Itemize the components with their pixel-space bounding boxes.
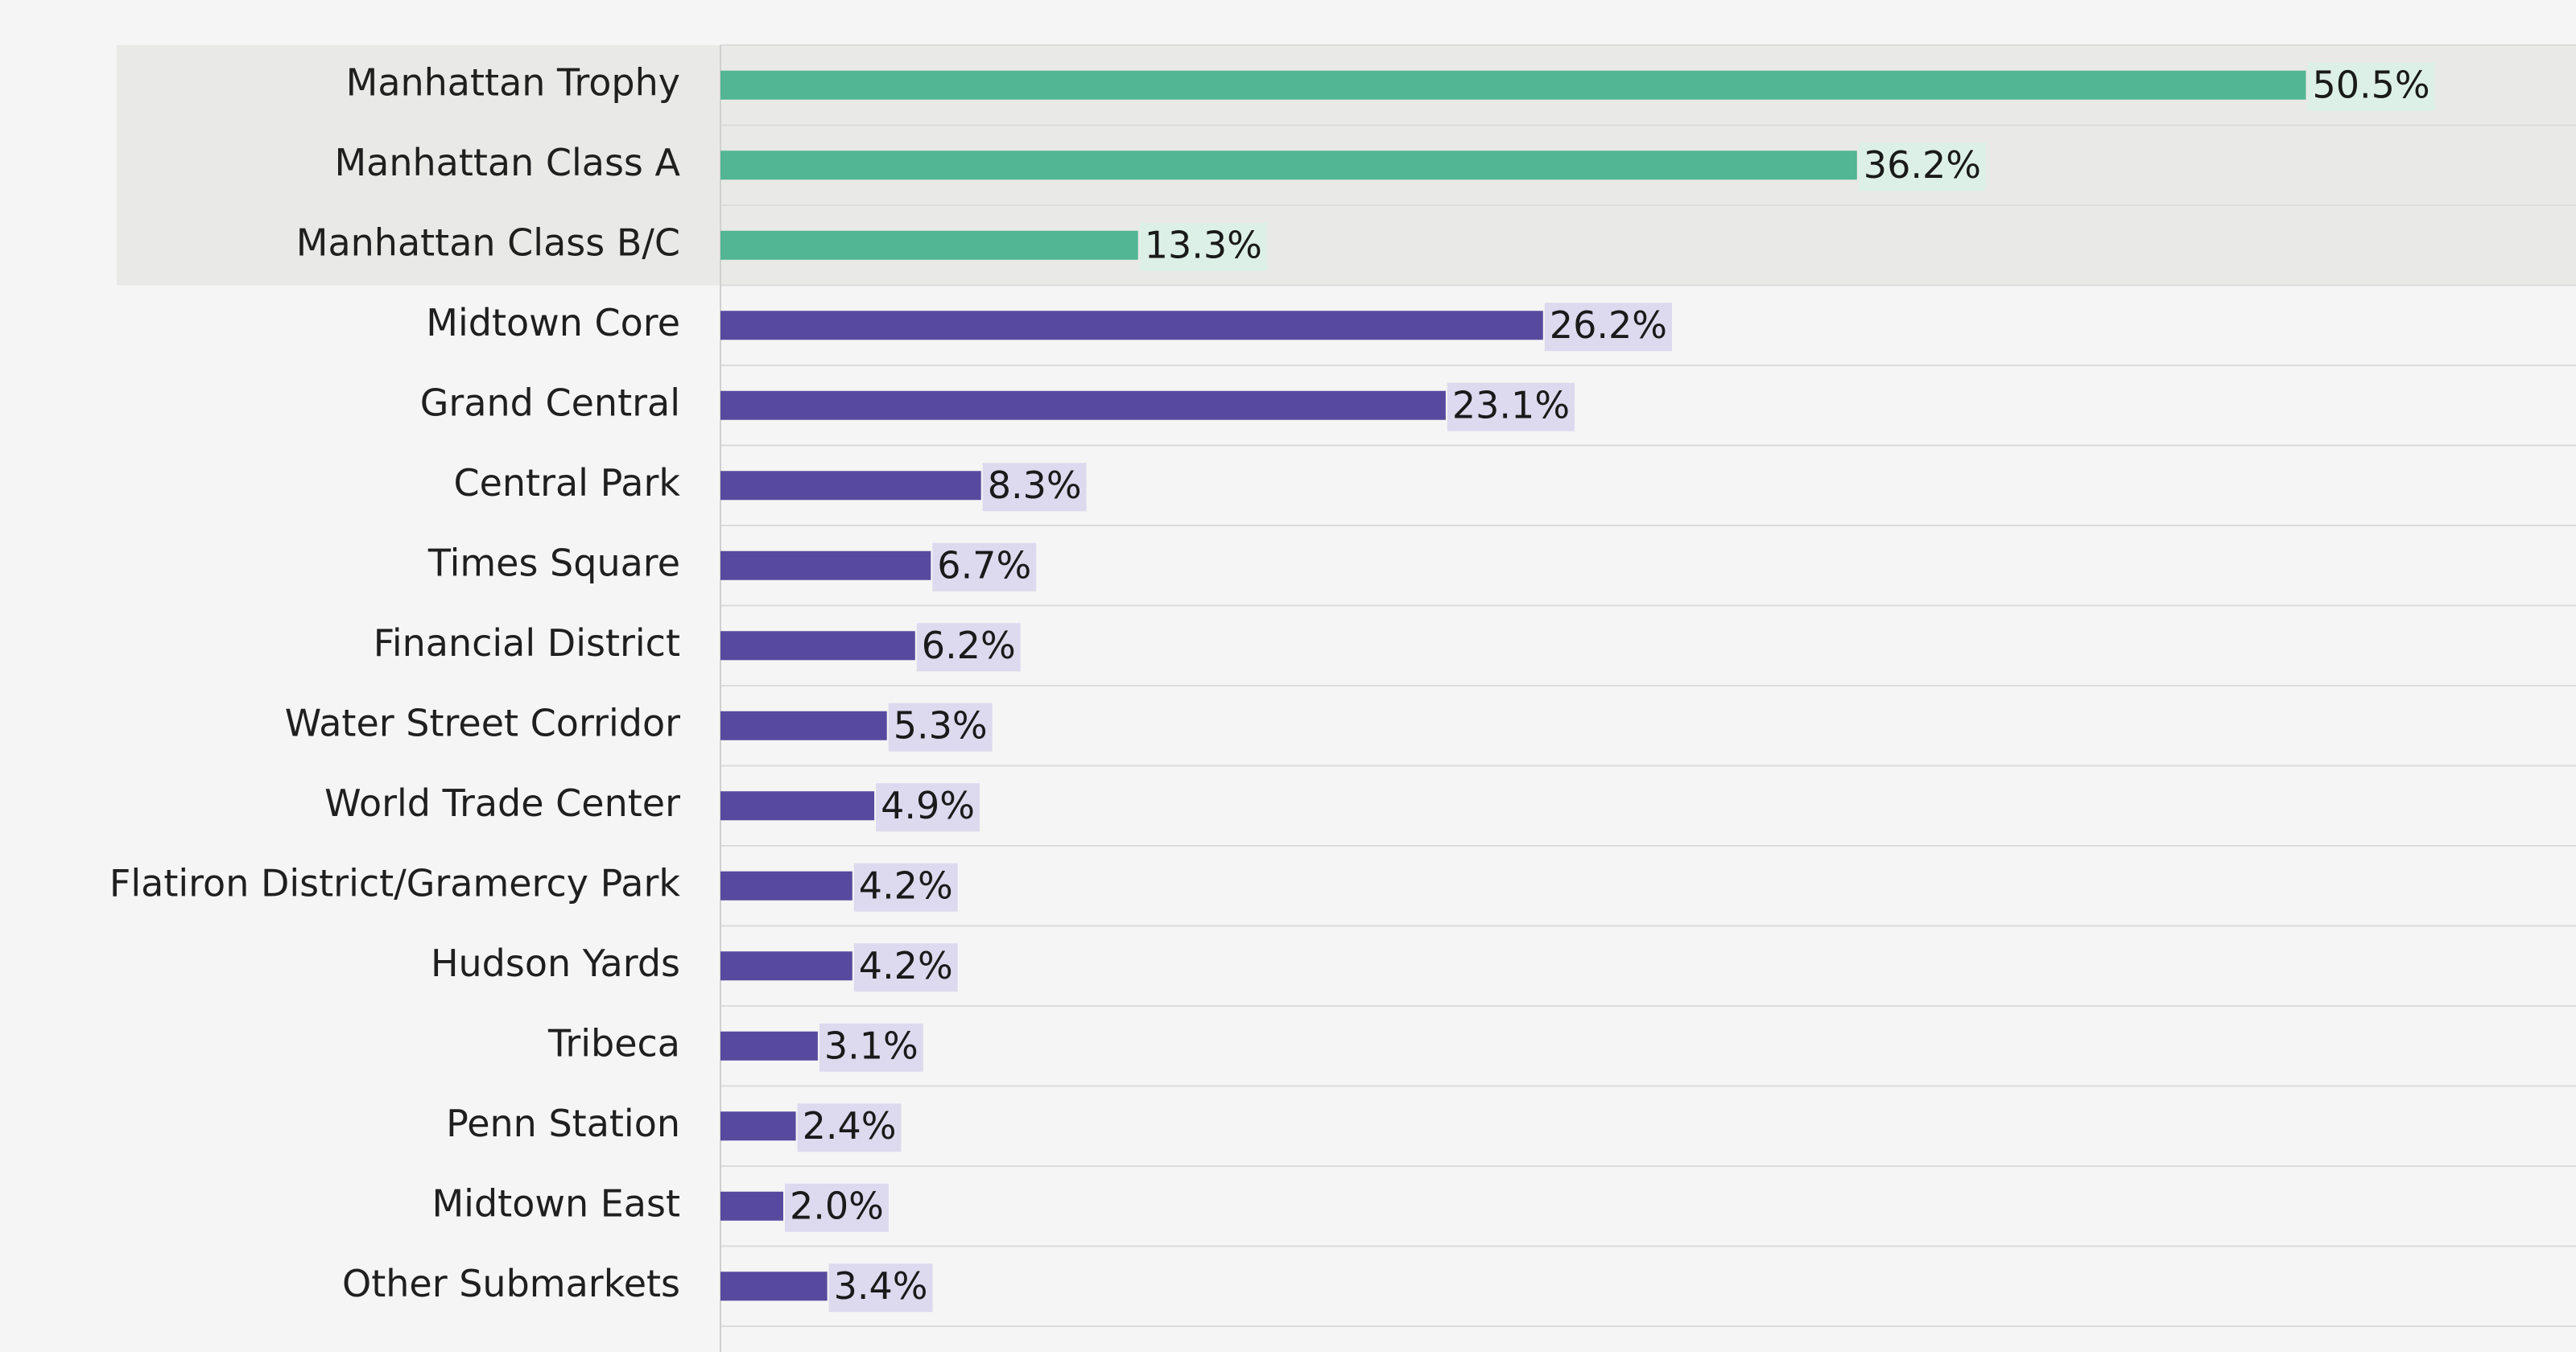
- value-label: 8.3%: [988, 464, 1082, 507]
- bar-water-street-corridor: [720, 711, 887, 740]
- value-label-bg: [916, 623, 1021, 672]
- value-label: 6.7%: [937, 543, 1031, 587]
- category-label: Times Square: [427, 541, 680, 584]
- category-label: Financial District: [374, 621, 680, 665]
- value-label-bg: [853, 943, 958, 992]
- category-label: Manhattan Class B/C: [296, 221, 680, 264]
- value-label: 36.2%: [1864, 143, 1981, 187]
- value-label-bg: [1544, 303, 1672, 352]
- bar-grand-central: [720, 390, 1446, 420]
- bar-midtown-east: [720, 1191, 783, 1221]
- category-label: Penn Station: [446, 1102, 680, 1145]
- category-label: Midtown East: [431, 1181, 680, 1225]
- value-label-backgrounds: [785, 62, 2435, 1313]
- value-label: 23.1%: [1452, 383, 1570, 427]
- value-label: 3.1%: [824, 1024, 919, 1067]
- bar-manhattan-class-a: [720, 150, 1857, 180]
- value-label-bg: [1858, 142, 1986, 192]
- category-label: Midtown Core: [426, 301, 680, 344]
- bar-financial-district: [720, 631, 915, 661]
- value-label: 4.2%: [859, 864, 953, 907]
- value-label-bg: [797, 1103, 902, 1152]
- bar-midtown-core: [720, 311, 1543, 340]
- value-label-bg: [888, 703, 993, 752]
- category-label: Other Submarkets: [342, 1262, 680, 1305]
- category-label: Tribeca: [547, 1021, 680, 1065]
- category-label: Manhattan Trophy: [346, 60, 680, 104]
- row-gridlines: [720, 44, 2576, 1327]
- value-label: 5.3%: [894, 703, 988, 747]
- value-label-bg: [982, 463, 1087, 512]
- value-labels-group: 50.5% 36.2% 13.3% 26.2% 23.1% 8.3% 6.7% 6.2% 5.3…: [790, 63, 2430, 1308]
- value-label-bg: [819, 1023, 923, 1072]
- value-label-bg: [2307, 62, 2435, 111]
- bars-group: [720, 70, 2306, 1301]
- bar-penn-station: [720, 1111, 796, 1141]
- value-label: 26.2%: [1550, 303, 1667, 347]
- category-label: Water Street Corridor: [285, 701, 680, 744]
- value-label-bg: [785, 1183, 889, 1232]
- category-label: World Trade Center: [324, 781, 680, 825]
- category-label: Flatiron District/Gramercy Park: [109, 861, 680, 905]
- bar-hudson-yards: [720, 951, 852, 981]
- bar-times-square: [720, 550, 931, 580]
- value-label: 4.9%: [881, 784, 975, 827]
- category-labels-group: Manhattan Trophy Manhattan Class A Manhatt…: [109, 60, 681, 1305]
- value-label: 4.2%: [859, 944, 953, 987]
- value-label: 50.5%: [2313, 63, 2430, 106]
- value-label-bg: [1447, 382, 1575, 431]
- category-label: Hudson Yards: [431, 942, 680, 985]
- category-label: Central Park: [453, 461, 680, 505]
- value-label: 13.3%: [1145, 223, 1262, 266]
- value-label-bg: [1139, 222, 1267, 271]
- value-label-bg: [876, 783, 980, 832]
- bar-tribeca: [720, 1031, 818, 1061]
- bar-world-trade-center: [720, 791, 875, 821]
- bar-manhattan-class-b-c: [720, 230, 1138, 260]
- value-label: 6.2%: [922, 624, 1016, 667]
- value-label-bg: [853, 863, 958, 912]
- category-label: Grand Central: [420, 381, 680, 424]
- category-label: Manhattan Class A: [334, 141, 680, 184]
- value-label-bg: [828, 1263, 933, 1313]
- value-label: 3.4%: [834, 1264, 928, 1308]
- value-label-bg: [932, 542, 1037, 592]
- bar-other-submarkets: [720, 1272, 828, 1301]
- bar-central-park: [720, 471, 981, 501]
- bar-manhattan-trophy: [720, 70, 2306, 100]
- bar-flatiron-district-gramercy-park: [720, 871, 852, 901]
- value-label: 2.0%: [790, 1184, 884, 1227]
- value-label: 2.4%: [803, 1104, 897, 1148]
